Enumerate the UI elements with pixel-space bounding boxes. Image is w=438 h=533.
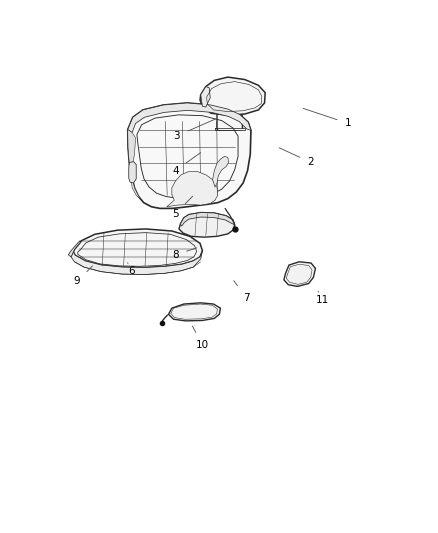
Polygon shape [200, 77, 265, 115]
Polygon shape [129, 161, 136, 183]
Polygon shape [167, 172, 218, 207]
Polygon shape [284, 262, 315, 286]
Polygon shape [68, 240, 82, 257]
Text: 6: 6 [127, 263, 134, 276]
Text: 7: 7 [234, 281, 250, 303]
Polygon shape [128, 103, 251, 208]
Text: 11: 11 [316, 291, 329, 305]
Polygon shape [180, 213, 235, 226]
Polygon shape [74, 229, 202, 268]
Text: 3: 3 [173, 119, 215, 141]
Polygon shape [179, 213, 235, 237]
Polygon shape [128, 130, 141, 200]
Text: 4: 4 [172, 152, 201, 176]
Polygon shape [128, 103, 251, 133]
Polygon shape [71, 251, 202, 274]
Polygon shape [212, 156, 229, 187]
Text: 10: 10 [192, 326, 209, 350]
Text: 5: 5 [172, 196, 193, 219]
Polygon shape [201, 86, 210, 107]
Text: 1: 1 [303, 108, 352, 128]
Text: 2: 2 [279, 148, 314, 167]
Text: 9: 9 [74, 266, 92, 286]
Text: 8: 8 [172, 248, 197, 260]
Polygon shape [169, 303, 220, 321]
